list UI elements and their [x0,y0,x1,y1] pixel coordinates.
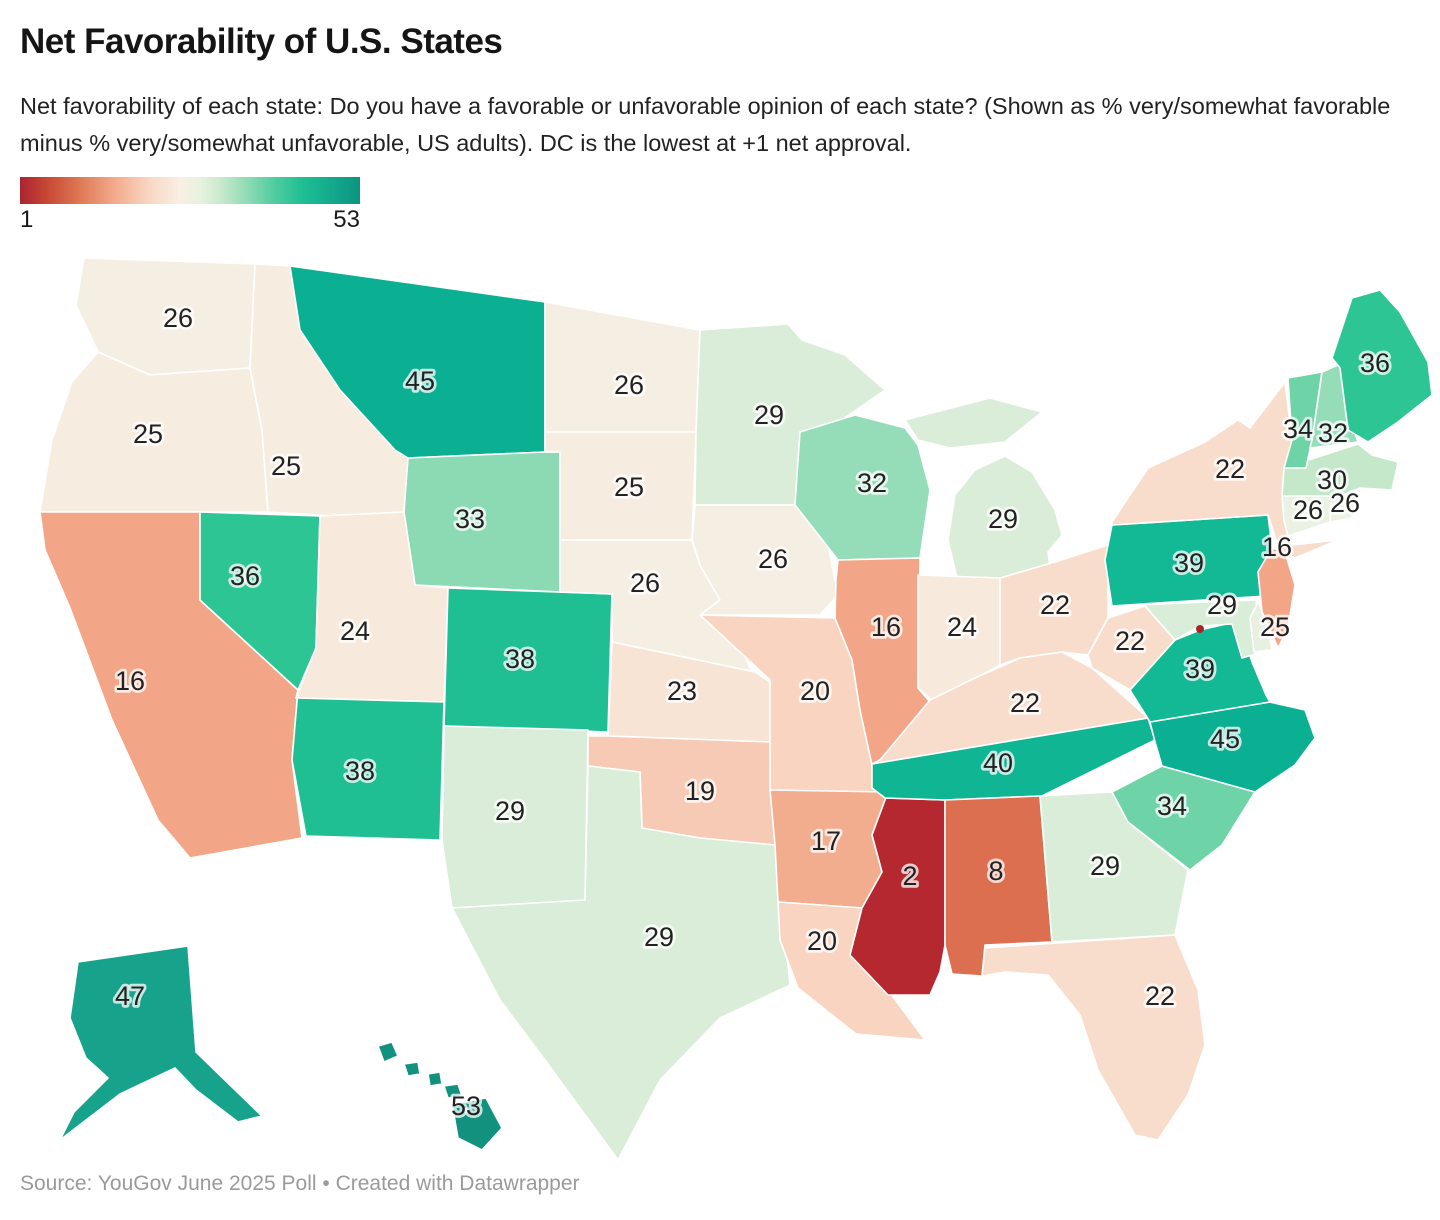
state-value-label-pennsylvania: 39 [1174,548,1204,578]
chart-subtitle: Net favorability of each state: Do you h… [20,93,1391,156]
state-value-label-kentucky: 22 [1010,688,1040,718]
state-value-label-minnesota: 29 [754,400,784,430]
state-value-label-georgia: 29 [1090,851,1120,881]
state-hawaii[interactable] [443,1083,463,1099]
state-value-label-vermont: 34 [1283,414,1313,444]
state-value-label-colorado: 38 [505,644,535,674]
state-value-label-montana: 45 [405,366,435,396]
state-value-label-south-dakota: 25 [614,472,644,502]
state-value-label-arizona: 38 [345,756,375,786]
state-hawaii[interactable] [403,1061,421,1077]
state-alaska[interactable] [59,945,263,1141]
state-value-label-kansas: 23 [667,676,697,706]
state-value-label-maryland: 29 [1207,590,1237,620]
legend-min-value: 1 [20,206,34,233]
state-maine[interactable] [1331,289,1433,443]
state-value-label-florida: 22 [1145,981,1175,1011]
state-north-carolina[interactable] [1149,701,1316,793]
state-florida[interactable] [981,934,1206,1141]
state-value-label-wisconsin: 32 [857,468,887,498]
state-value-label-illinois: 16 [871,612,901,642]
state-value-label-virginia: 39 [1185,654,1215,684]
state-value-label-north-carolina: 45 [1210,724,1240,754]
state-value-label-oregon: 25 [133,419,163,449]
state-value-label-missouri: 20 [800,676,830,706]
state-value-label-alaska: 47 [115,981,145,1011]
state-value-label-nevada: 36 [230,561,260,591]
state-value-label-california: 16 [115,666,145,696]
state-north-dakota[interactable] [544,301,701,433]
state-value-label-maine: 36 [1360,348,1390,378]
legend-gradient-bar [20,177,360,204]
state-hawaii[interactable] [377,1041,399,1063]
state-michigan[interactable] [947,455,1063,583]
state-massachusetts[interactable] [1281,443,1399,497]
state-value-label-utah: 24 [340,616,370,646]
state-michigan[interactable] [904,397,1043,449]
chart-title: Net Favorability of U.S. States [20,22,503,61]
state-value-label-new-hampshire: 32 [1318,418,1348,448]
state-wisconsin[interactable] [794,414,931,561]
state-district-of-columbia[interactable] [1196,625,1204,633]
state-value-label-arkansas: 17 [811,826,841,856]
state-texas[interactable] [451,765,791,1161]
state-value-label-new-mexico: 29 [495,796,525,826]
state-value-label-north-dakota: 26 [614,370,644,400]
state-value-label-rhode-island: 26 [1330,488,1360,518]
legend-max-value: 53 [333,206,360,233]
state-value-label-connecticut: 26 [1293,495,1323,525]
state-value-label-michigan: 29 [988,504,1018,534]
state-value-label-new-york: 22 [1215,454,1245,484]
state-value-label-delaware: 25 [1260,612,1290,642]
state-value-label-mississippi: 2 [902,861,917,891]
state-value-label-indiana: 24 [947,612,977,642]
state-virginia[interactable] [1129,621,1271,723]
state-value-label-hawaii: 53 [451,1091,481,1121]
state-value-label-west-virginia: 22 [1115,626,1145,656]
state-value-label-oklahoma: 19 [685,776,715,806]
state-value-label-massachusetts: 30 [1317,465,1347,495]
state-value-label-south-carolina: 34 [1157,791,1187,821]
state-value-label-tennessee: 40 [983,748,1013,778]
state-value-label-nebraska: 26 [630,568,660,598]
state-value-label-washington: 26 [163,303,193,333]
legend-labels: 1 53 [20,204,360,233]
state-value-label-new-jersey: 16 [1262,532,1292,562]
source-note: Source: YouGov June 2025 Poll • Created … [20,1172,580,1195]
state-value-label-texas: 29 [644,922,674,952]
state-hawaii[interactable] [451,1097,503,1151]
color-legend: 1 53 [20,177,360,233]
state-new-jersey[interactable] [1257,547,1296,649]
state-hawaii[interactable] [427,1071,443,1087]
state-value-label-idaho: 25 [271,451,301,481]
state-value-label-ohio: 22 [1040,590,1070,620]
state-value-label-iowa: 26 [758,544,788,574]
state-value-label-louisiana: 20 [807,926,837,956]
state-value-label-alabama: 8 [988,856,1003,886]
state-value-label-wyoming: 33 [455,504,485,534]
state-arizona[interactable] [291,689,445,841]
